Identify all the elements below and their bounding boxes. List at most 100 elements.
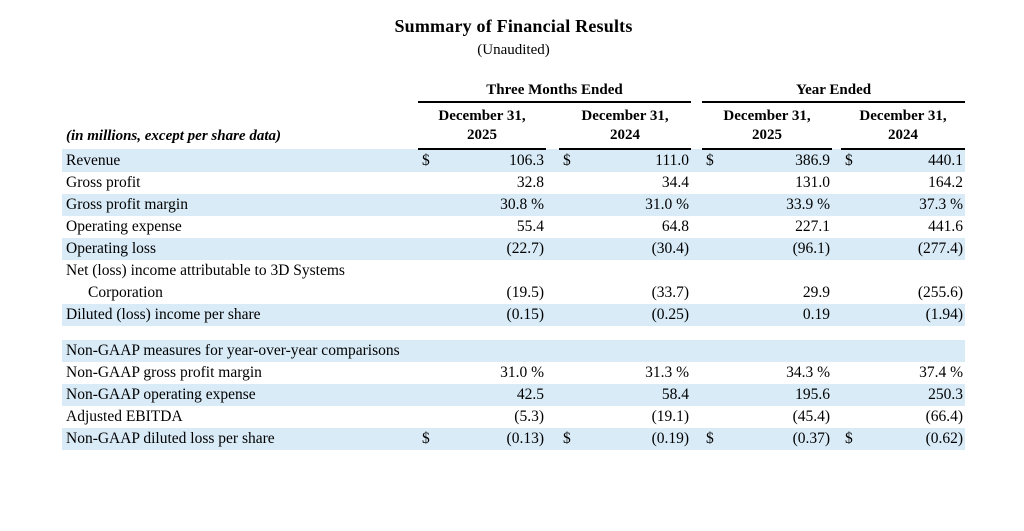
value-cell: 58.4 (585, 384, 692, 406)
value-cell: (0.25) (585, 304, 692, 326)
currency-symbol-cell (841, 194, 868, 216)
value-cell: (66.4) (925, 408, 964, 425)
column-spacer-cell (832, 304, 842, 326)
value-cell: 42.5 (444, 384, 546, 406)
row-label-line1: Operating expense (66, 218, 182, 235)
value-cell: (1.94) (867, 304, 966, 326)
currency-symbol-cell: $ (559, 428, 585, 450)
table-body: Revenue $106.3 $111.0 $386.9 $440.1 Gross pro… (62, 149, 966, 450)
col-header-line2: 2024 (610, 127, 640, 143)
value-cell: 64.8 (661, 218, 690, 235)
col-header-tme-2025: December 31, 2025 (418, 102, 546, 150)
row-label: Non-GAAP gross profit margin (62, 362, 418, 384)
currency-symbol-cell (841, 304, 868, 326)
value-cell: (22.7) (444, 238, 546, 260)
currency-symbol-cell: $ (418, 428, 444, 450)
currency-symbol-cell (841, 406, 867, 428)
row-label: Operating loss (62, 238, 418, 260)
col-header-line1: December 31, (438, 108, 526, 124)
table-row: Non-GAAP gross profit margin 31.0 % 31.3 %… (62, 362, 965, 384)
value-cell: (30.4) (585, 238, 692, 260)
value-cell: 195.6 (728, 384, 833, 406)
table-row: Revenue $106.3 $111.0 $386.9 $440.1 (62, 149, 966, 172)
table-row: Operating loss (22.7) (30.4) (96.1) (277.4) (62, 238, 966, 260)
column-spacer-cell (546, 172, 559, 194)
column-spacer-cell (832, 149, 842, 172)
row-label-line1: Non-GAAP operating expense (66, 386, 256, 403)
value-cell: 31.0 % (500, 364, 544, 381)
value-cell: 164.2 (928, 174, 964, 191)
column-spacer-cell (691, 362, 702, 384)
col-header-line2: 2025 (467, 127, 497, 143)
col-spacer (691, 102, 702, 149)
col-header-tme-2024: December 31, 2024 (559, 102, 692, 150)
currency-symbol-cell (559, 216, 585, 238)
value-cell: 34.3 % (786, 364, 831, 381)
column-spacer-cell (832, 406, 841, 428)
row-label-line1: Adjusted EBITDA (66, 408, 183, 425)
value-cell: 34.4 (661, 174, 690, 191)
financial-results-table: Three Months Ended Year Ended (in millio… (62, 75, 966, 450)
currency-symbol-cell (559, 238, 585, 260)
group-header-year-ended: Year Ended (702, 75, 966, 103)
currency-symbol-cell (418, 304, 444, 326)
currency-symbol-cell: $ (841, 428, 868, 450)
column-spacer-cell (832, 362, 841, 384)
col-header-line1: December 31, (723, 108, 811, 124)
column-spacer-cell (832, 428, 842, 450)
col-header-line1: December 31, (581, 108, 669, 124)
value-cell: (255.6) (917, 284, 964, 301)
group-spacer (691, 75, 702, 102)
column-spacer-cell (546, 194, 559, 216)
currency-symbol-cell (418, 406, 444, 428)
column-spacer-cell (691, 406, 702, 428)
row-label: Diluted (loss) income per share (62, 304, 418, 326)
value-cell: 32.8 (516, 174, 544, 191)
value-cell: 29.9 (802, 284, 831, 301)
currency-symbol-cell (702, 362, 728, 384)
row-label: Revenue (62, 149, 418, 172)
value-cell: 250.3 (867, 384, 966, 406)
row-label: Operating expense (62, 216, 418, 238)
value-cell: 0.19 (728, 304, 833, 326)
column-spacer-cell (546, 260, 559, 304)
col-header-line1: December 31, (859, 108, 947, 124)
currency-symbol-cell (559, 260, 585, 304)
table-row: Adjusted EBITDA (5.3) (19.1) (45.4) (66.4) (62, 406, 965, 428)
value-cell: (0.15) (444, 304, 546, 326)
value-cell: 30.8 % (444, 194, 546, 216)
currency-symbol-cell: $ (559, 149, 585, 172)
currency-symbol-cell (702, 406, 728, 428)
value-cell: 227.1 (795, 218, 831, 235)
col-header-line2: 2024 (888, 127, 919, 143)
row-label: Adjusted EBITDA (62, 406, 418, 428)
column-spacer-cell (546, 406, 559, 428)
currency-symbol-cell: $ (702, 149, 729, 172)
row-label: Net (loss) income attributable to 3D Sys… (62, 260, 418, 304)
currency-symbol-cell (418, 172, 444, 194)
value-cell: (0.37) (728, 428, 833, 450)
currency-symbol-cell (418, 194, 444, 216)
table-row: Non-GAAP diluted loss per share $ (0.13) $(… (62, 428, 966, 450)
currency-symbol-cell (841, 362, 867, 384)
spacer-row (62, 326, 966, 340)
currency-symbol-cell (841, 384, 868, 406)
value-cell: 386.9 (728, 149, 833, 172)
row-label-line1: Non-GAAP gross profit margin (66, 364, 262, 381)
column-spacer-cell (691, 260, 702, 304)
value-cell: 31.3 % (645, 364, 690, 381)
section-header-row: Non-GAAP measures for year-over-year com… (62, 340, 966, 362)
column-header-row: (in millions, except per share data) Dec… (62, 102, 966, 150)
value-cell: (0.13) (444, 428, 546, 450)
currency-symbol-cell (702, 238, 729, 260)
column-spacer-cell (832, 194, 842, 216)
row-label-line1: Non-GAAP diluted loss per share (66, 430, 275, 447)
column-spacer-cell (546, 304, 559, 326)
row-label-line1: Net (loss) income attributable to 3D Sys… (66, 262, 345, 279)
row-label-line1: Revenue (66, 152, 121, 169)
empty-corner-cell (62, 75, 418, 102)
value-cell: (0.19) (585, 428, 692, 450)
col-spacer (832, 102, 841, 149)
section-header-label: Non-GAAP measures for year-over-year com… (62, 340, 966, 362)
